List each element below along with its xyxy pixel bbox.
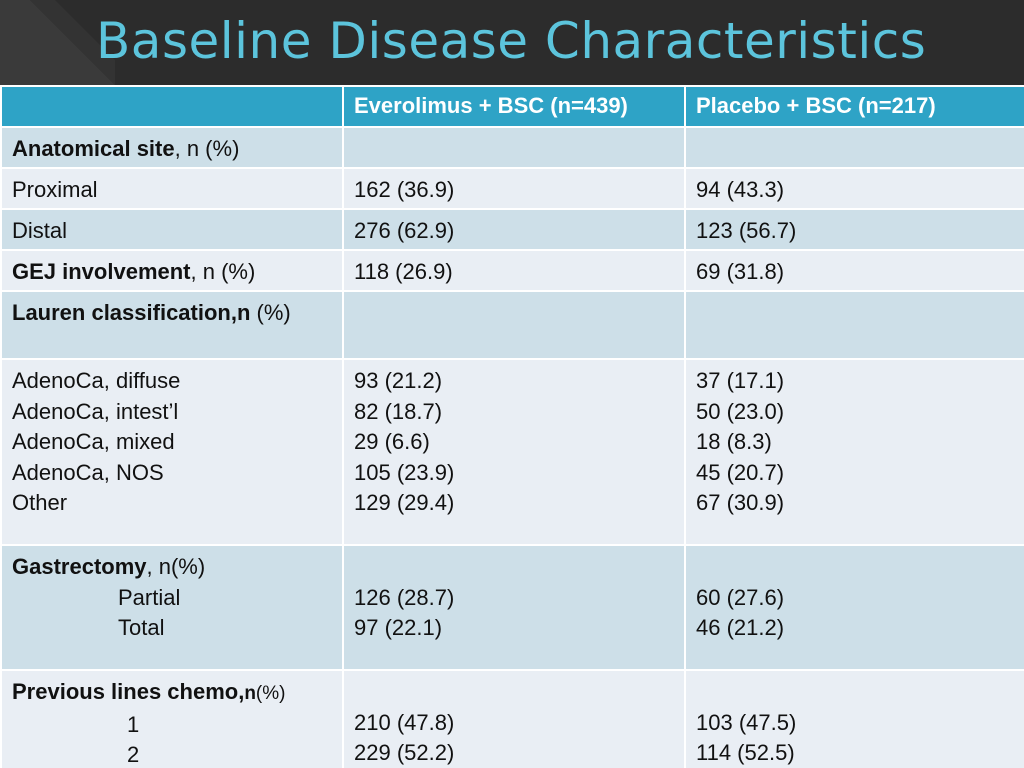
table-header-row: Everolimus + BSC (n=439) Placebo + BSC (… [0,85,1024,128]
gastrectomy-cell: Gastrectomy, n(%) Partial Total [0,544,344,671]
cell-everolimus: 126 (28.7) 97 (22.1) [342,544,686,671]
gastrectomy-heading: Gastrectomy, n(%) [12,552,332,583]
anatomical-site-label: Anatomical site [12,136,175,161]
cell-placebo [684,290,1024,360]
cell-everolimus: 93 (21.2) 82 (18.7) 29 (6.6) 105 (23.9) … [342,358,686,546]
corner-decoration [0,0,115,85]
gastrectomy-suffix: , n(%) [146,554,206,579]
row-label: Lauren classification,n (%) [0,290,344,360]
chemo-suffix: (%) [255,683,286,704]
cell-everolimus: 276 (62.9) [342,208,686,251]
cell-everolimus: 210 (47.8) 229 (52.2) [342,669,686,768]
distal-label: Distal [0,208,344,251]
table-row: Distal 276 (62.9) 123 (56.7) [0,208,1024,251]
value: 37 (17.1) [696,368,785,393]
value: 114 (52.5) [696,740,795,765]
cell-placebo: 69 (31.8) [684,249,1024,292]
row-label: Anatomical site, n (%) [0,126,344,169]
value: 97 (22.1) [354,615,443,640]
gej-label: GEJ involvement [12,259,191,284]
chemo-heading: Previous lines chemo,n(%) [12,677,332,710]
value: 29 (6.6) [354,429,430,454]
proximal-label: Proximal [0,167,344,210]
chemo-label-n: n [244,683,256,704]
lauren-types-cell: AdenoCa, diffuse AdenoCa, intest’l Adeno… [0,358,344,546]
cell-everolimus [342,290,686,360]
cell-placebo: 94 (43.3) [684,167,1024,210]
gastrectomy-type-label: Total [118,615,165,640]
value: 45 (20.7) [696,459,785,485]
row-label: GEJ involvement, n (%) [0,249,344,292]
chemo-line-label: 1 [127,711,140,737]
value: 129 (29.4) [354,490,455,515]
gej-suffix: , n (%) [190,259,256,284]
chemo-line-label: 2 [127,742,140,767]
value: 82 (18.7) [354,398,443,424]
table-row: Proximal 162 (36.9) 94 (43.3) [0,167,1024,210]
chemo-label: Previous lines chemo, [12,679,245,704]
value: 60 (27.6) [696,584,785,610]
value: 50 (23.0) [696,398,785,424]
lauren-type-label: AdenoCa, NOS [12,459,164,485]
value: 18 (8.3) [696,429,772,454]
lauren-label: Lauren classification,n [12,300,251,325]
table-row: Previous lines chemo,n(%) 1 2 210 (47.8)… [0,669,1024,768]
cell-everolimus: 162 (36.9) [342,167,686,210]
slide-header [0,0,1024,85]
cell-everolimus [342,126,686,169]
cell-placebo [684,126,1024,169]
cell-placebo: 37 (17.1) 50 (23.0) 18 (8.3) 45 (20.7) 6… [684,358,1024,546]
value: 126 (28.7) [354,584,455,610]
header-cell-placebo: Placebo + BSC (n=217) [684,85,1024,128]
chemo-cell: Previous lines chemo,n(%) 1 2 [0,669,344,768]
gastrectomy-label: Gastrectomy [12,554,147,579]
cell-placebo: 60 (27.6) 46 (21.2) [684,544,1024,671]
gastrectomy-type-label: Partial [118,584,181,610]
table-row: Anatomical site, n (%) [0,126,1024,169]
header-cell-everolimus: Everolimus + BSC (n=439) [342,85,686,128]
slide-title: Baseline Disease Characteristics [96,12,927,70]
cell-placebo: 123 (56.7) [684,208,1024,251]
header-cell-empty [0,85,344,128]
table-row: AdenoCa, diffuse AdenoCa, intest’l Adeno… [0,358,1024,546]
lauren-type-label: Other [12,490,68,515]
value: 103 (47.5) [696,709,797,735]
table-row: GEJ involvement, n (%) 118 (26.9) 69 (31… [0,249,1024,292]
baseline-table: Everolimus + BSC (n=439) Placebo + BSC (… [0,85,1024,768]
cell-placebo: 103 (47.5) 114 (52.5) [684,669,1024,768]
lauren-type-label: AdenoCa, intest’l [12,398,179,424]
value: 105 (23.9) [354,459,455,485]
value: 229 (52.2) [354,740,455,765]
lauren-type-label: AdenoCa, diffuse [12,368,181,393]
value: 46 (21.2) [696,615,785,640]
value: 93 (21.2) [354,368,443,393]
lauren-type-label: AdenoCa, mixed [12,429,175,454]
table-row: Gastrectomy, n(%) Partial Total 126 (28.… [0,544,1024,671]
lauren-suffix: (%) [250,300,291,325]
cell-everolimus: 118 (26.9) [342,249,686,292]
table-row: Lauren classification,n (%) [0,290,1024,360]
value: 210 (47.8) [354,709,455,735]
anatomical-site-suffix: , n (%) [174,136,240,161]
value: 67 (30.9) [696,490,785,515]
